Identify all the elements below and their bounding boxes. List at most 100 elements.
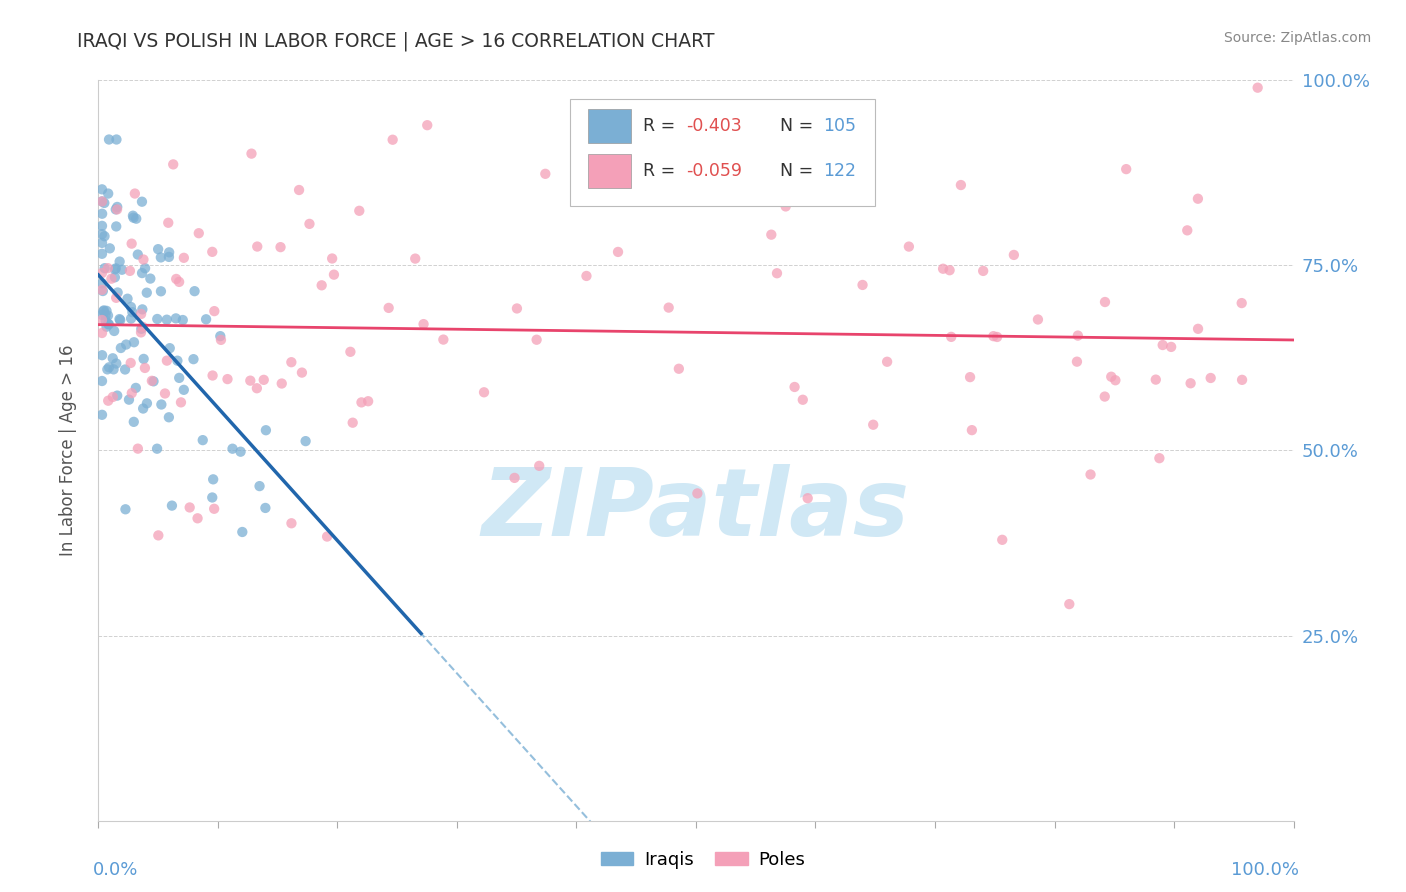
Text: N =: N =	[769, 161, 818, 179]
Point	[217, 372, 239, 386]
Text: 105: 105	[823, 117, 856, 136]
Point	[103, 362, 125, 376]
Point	[107, 285, 129, 300]
Point	[172, 313, 194, 327]
Point	[121, 386, 143, 401]
Point	[1002, 248, 1025, 262]
Point	[118, 264, 141, 278]
Point	[876, 355, 898, 369]
Point	[1067, 328, 1090, 343]
Y-axis label: In Labor Force | Age > 16: In Labor Force | Age > 16	[59, 344, 77, 557]
Point	[173, 251, 195, 265]
Point	[959, 370, 981, 384]
Point	[131, 194, 153, 209]
Point	[157, 245, 180, 260]
Point	[167, 275, 190, 289]
FancyBboxPatch shape	[571, 99, 876, 206]
Point	[159, 341, 181, 355]
Point	[91, 219, 114, 233]
Point	[97, 393, 120, 408]
Point	[122, 209, 145, 223]
Point	[668, 361, 690, 376]
Point	[183, 352, 205, 367]
Point	[1080, 467, 1102, 482]
Point	[101, 351, 124, 366]
Point	[135, 285, 157, 300]
Text: 0.0%: 0.0%	[93, 862, 138, 880]
Point	[146, 242, 169, 256]
Point	[201, 244, 224, 259]
Point	[792, 392, 814, 407]
Point	[342, 416, 364, 430]
Point	[160, 499, 183, 513]
Point	[1094, 295, 1116, 310]
Point	[280, 516, 302, 531]
Point	[93, 229, 115, 244]
Point	[108, 312, 131, 326]
FancyBboxPatch shape	[589, 153, 631, 187]
Point	[1160, 340, 1182, 354]
Point	[170, 395, 193, 409]
Point	[97, 309, 120, 323]
Point	[91, 247, 114, 261]
Point	[1187, 322, 1209, 336]
Point	[111, 262, 134, 277]
Point	[938, 263, 960, 277]
Point	[183, 284, 205, 298]
Point	[91, 235, 114, 250]
Point	[231, 524, 253, 539]
Point	[239, 374, 262, 388]
Point	[179, 500, 201, 515]
Point	[201, 491, 224, 505]
Point	[529, 458, 551, 473]
Point	[125, 211, 148, 226]
Point	[91, 326, 114, 340]
Point	[221, 442, 243, 456]
Point	[783, 380, 806, 394]
Point	[249, 479, 271, 493]
Point	[96, 303, 118, 318]
Point	[156, 312, 179, 326]
Point	[291, 366, 314, 380]
Point	[1199, 371, 1222, 385]
Point	[983, 329, 1005, 343]
Point	[91, 313, 114, 327]
Point	[120, 311, 142, 326]
Point	[165, 311, 187, 326]
Point	[1180, 376, 1202, 391]
Point	[1152, 338, 1174, 352]
Point	[132, 252, 155, 267]
Point	[1144, 373, 1167, 387]
Point	[110, 341, 132, 355]
Point	[240, 146, 263, 161]
Point	[141, 374, 163, 388]
Point	[146, 442, 169, 456]
Point	[254, 500, 277, 515]
Point	[1094, 390, 1116, 404]
Point	[1099, 369, 1122, 384]
Point	[105, 202, 128, 217]
Point	[97, 261, 120, 276]
Point	[91, 304, 114, 318]
Point	[91, 284, 114, 298]
Point	[1026, 312, 1049, 326]
Point	[1066, 354, 1088, 368]
Point	[404, 252, 426, 266]
Point	[432, 333, 454, 347]
Point	[148, 528, 170, 542]
Point	[93, 196, 115, 211]
Point	[416, 118, 439, 132]
Point	[316, 530, 339, 544]
Point	[932, 261, 955, 276]
Point	[91, 348, 114, 362]
Point	[191, 433, 214, 447]
Point	[157, 250, 180, 264]
Point	[246, 381, 269, 395]
Point	[209, 333, 232, 347]
Point	[156, 353, 179, 368]
Point	[136, 396, 159, 410]
Point	[775, 199, 797, 213]
Point	[114, 502, 136, 516]
Point	[131, 302, 153, 317]
Point	[165, 272, 187, 286]
